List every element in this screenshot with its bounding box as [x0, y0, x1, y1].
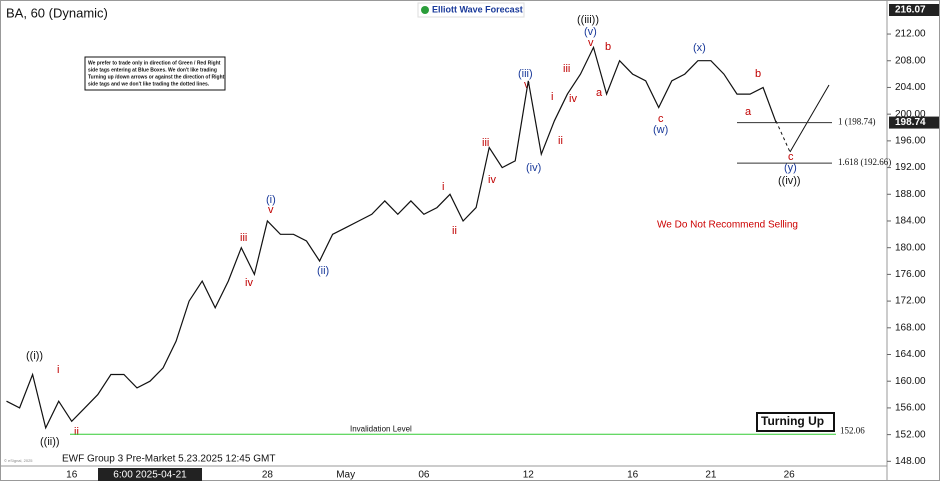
price-tag-label: 198.74	[895, 117, 926, 128]
price-tag-label: 216.07	[895, 5, 926, 16]
wave-label: v	[268, 204, 274, 216]
y-tick-label: 188.00	[895, 189, 926, 200]
wave-label: b	[605, 41, 611, 53]
y-tick-label: 212.00	[895, 29, 926, 40]
x-tick-label: May	[336, 470, 355, 481]
wave-label: v	[524, 79, 530, 91]
level-label: 1 (198.74)	[838, 117, 876, 127]
wave-label: ii	[74, 426, 79, 438]
wave-label: i	[442, 181, 444, 193]
wave-label: (iv)	[526, 162, 541, 174]
logo-box	[417, 2, 525, 18]
y-tick-label: 192.00	[895, 162, 926, 173]
wave-label: c	[658, 113, 664, 125]
note-line: We prefer to trade only in direction of …	[88, 60, 221, 66]
logo-icon	[421, 6, 429, 14]
projection	[789, 84, 830, 153]
wave-label: ii	[558, 135, 563, 147]
y-tick-label: 196.00	[895, 136, 926, 147]
level-label: 1.618 (192.66)	[838, 157, 891, 167]
wave-label: (w)	[653, 124, 668, 136]
x-tick-label: 26	[784, 470, 796, 481]
x-tick-label: 16	[627, 470, 639, 481]
wave-label: i	[57, 364, 59, 376]
note-box	[84, 56, 226, 91]
y-tick-label: 204.00	[895, 82, 926, 93]
price-tag	[889, 4, 939, 16]
wave-label: iv	[488, 174, 496, 186]
chart-title: BA, 60 (Dynamic)	[6, 5, 108, 20]
price-tag	[889, 116, 939, 129]
note-line: side tags entering at Blue Boxes. We don…	[88, 67, 217, 73]
x-tick-label: 06	[418, 470, 430, 481]
wave-label: iii	[563, 63, 570, 75]
copyright: © eSignal, 2025	[4, 458, 33, 463]
wave-label: (y)	[784, 162, 797, 174]
wave-label: ((ii))	[40, 436, 60, 448]
note-line: side tags and we don't like trading the …	[88, 81, 210, 87]
x-tick-label: 28	[262, 470, 274, 481]
wave-label: a	[745, 106, 752, 118]
wave-label: a	[596, 87, 603, 99]
y-tick-label: 148.00	[895, 456, 926, 467]
invalidation-label: Invalidation Level	[350, 424, 412, 433]
footer: EWF Group 3 Pre-Market 5.23.2025 12:45 G…	[62, 454, 275, 465]
cursor-label-box	[98, 468, 203, 481]
wave-label: (ii)	[317, 265, 329, 277]
logo: Elliott Wave Forecast	[432, 4, 523, 14]
wave-label: ((i))	[26, 350, 43, 362]
invalidation-price: 152.06	[840, 425, 865, 435]
note: We prefer to trade only in direction of …	[84, 56, 226, 91]
wave-label: (i)	[266, 194, 276, 206]
wave-label: (v)	[584, 26, 597, 38]
x-tick-label: 12	[523, 470, 535, 481]
x-tick-label: 6:00 2025-04-21	[113, 470, 187, 481]
wave-label: iv	[569, 93, 577, 105]
wave-label: iv	[245, 277, 253, 289]
y-tick-label: 168.00	[895, 322, 926, 333]
y-tick-label: 200.00	[895, 109, 926, 120]
wave-label: ((iv))	[778, 175, 801, 187]
y-tick-label: 176.00	[895, 269, 926, 280]
y-tick-label: 184.00	[895, 216, 926, 227]
wave-label: (x)	[693, 42, 706, 54]
y-tick-label: 180.00	[895, 242, 926, 253]
warning: We Do Not Recommend Selling	[657, 220, 798, 231]
wave-label: b	[755, 68, 761, 80]
wave-label: iii	[240, 232, 247, 244]
y-tick-label: 152.00	[895, 429, 926, 440]
y-tick-label: 160.00	[895, 376, 926, 387]
wave-label: c	[788, 151, 794, 163]
wave-label: v	[588, 37, 594, 49]
note-line: Turning up /down arrows or against the d…	[88, 74, 225, 80]
wave-label: iii	[482, 137, 489, 149]
wave-label: ii	[452, 225, 457, 237]
wave-label: ((iii))	[577, 14, 599, 26]
x-tick-label: 16	[66, 470, 78, 481]
y-tick-label: 208.00	[895, 55, 926, 66]
wave-label: i	[551, 91, 553, 103]
y-tick-label: 172.00	[895, 296, 926, 307]
y-tick-label: 164.00	[895, 349, 926, 360]
signal-box	[756, 412, 835, 432]
annotations: ((i)) ((ii)) i ii iii iv v (i) (ii) i ii…	[26, 14, 801, 448]
price-line	[6, 45, 777, 430]
signal: Turning Up	[761, 414, 824, 428]
wave-label: (iii)	[518, 68, 533, 80]
y-tick-label: 156.00	[895, 403, 926, 414]
x-tick-label: 21	[705, 470, 717, 481]
